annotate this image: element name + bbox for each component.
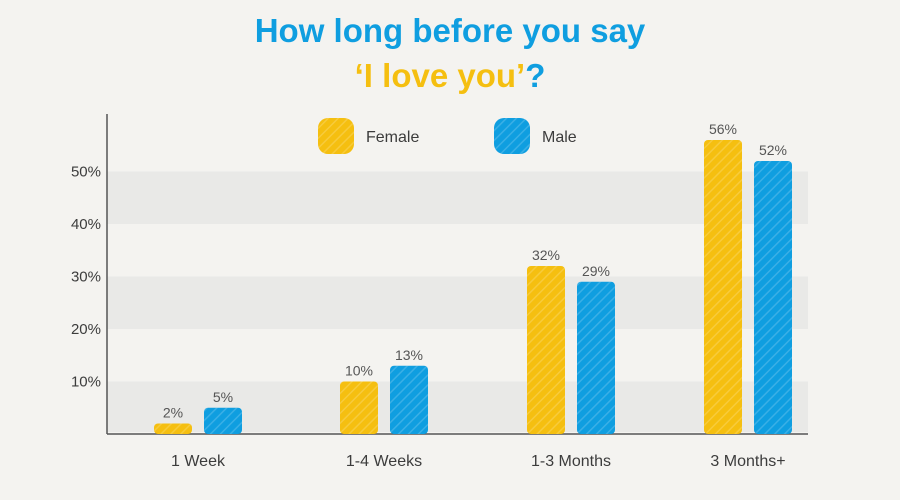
x-category-label: 1 Week xyxy=(171,453,226,470)
y-tick-label: 40% xyxy=(71,216,101,233)
grid-band-1 xyxy=(107,276,808,329)
legend-swatch-texture xyxy=(318,118,354,154)
grid-band-2 xyxy=(107,171,808,224)
bar-value-label: 29% xyxy=(582,263,610,279)
bar-texture xyxy=(704,140,742,434)
bar-value-label: 52% xyxy=(759,142,787,158)
bar-value-label: 2% xyxy=(163,405,183,421)
bar-value-label: 10% xyxy=(345,363,373,379)
chart-title-quote: ‘I love you’ xyxy=(354,57,526,94)
legend-label-male: Male xyxy=(542,129,577,146)
bar-texture xyxy=(527,266,565,434)
bar-texture xyxy=(154,423,192,434)
x-category-label: 3 Months+ xyxy=(710,453,785,470)
bar-value-label: 13% xyxy=(395,347,423,363)
bar-texture xyxy=(577,281,615,434)
bar-texture xyxy=(754,161,792,434)
y-tick-label: 50% xyxy=(71,164,101,181)
x-category-label: 1-3 Months xyxy=(531,453,611,470)
chart-title-line-2: ‘I love you’? xyxy=(0,57,900,95)
y-tick-label: 20% xyxy=(71,321,101,338)
bar-value-label: 32% xyxy=(532,247,560,263)
legend-label-female: Female xyxy=(366,129,419,146)
chart-title-question-mark: ? xyxy=(525,57,546,94)
bar-texture xyxy=(390,365,428,434)
chart-title-line-1: How long before you say xyxy=(254,12,646,49)
bar-texture xyxy=(340,381,378,434)
y-tick-label: 30% xyxy=(71,269,101,286)
legend-swatch-texture xyxy=(494,118,530,154)
bar-texture xyxy=(204,407,242,434)
bar-value-label: 56% xyxy=(709,121,737,137)
bar-value-label: 5% xyxy=(213,389,233,405)
y-tick-label: 10% xyxy=(71,374,101,391)
x-category-label: 1-4 Weeks xyxy=(346,453,422,470)
